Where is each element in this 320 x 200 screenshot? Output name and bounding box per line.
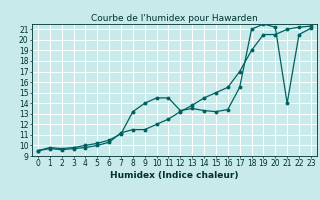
- X-axis label: Humidex (Indice chaleur): Humidex (Indice chaleur): [110, 171, 239, 180]
- Title: Courbe de l'humidex pour Hawarden: Courbe de l'humidex pour Hawarden: [91, 14, 258, 23]
